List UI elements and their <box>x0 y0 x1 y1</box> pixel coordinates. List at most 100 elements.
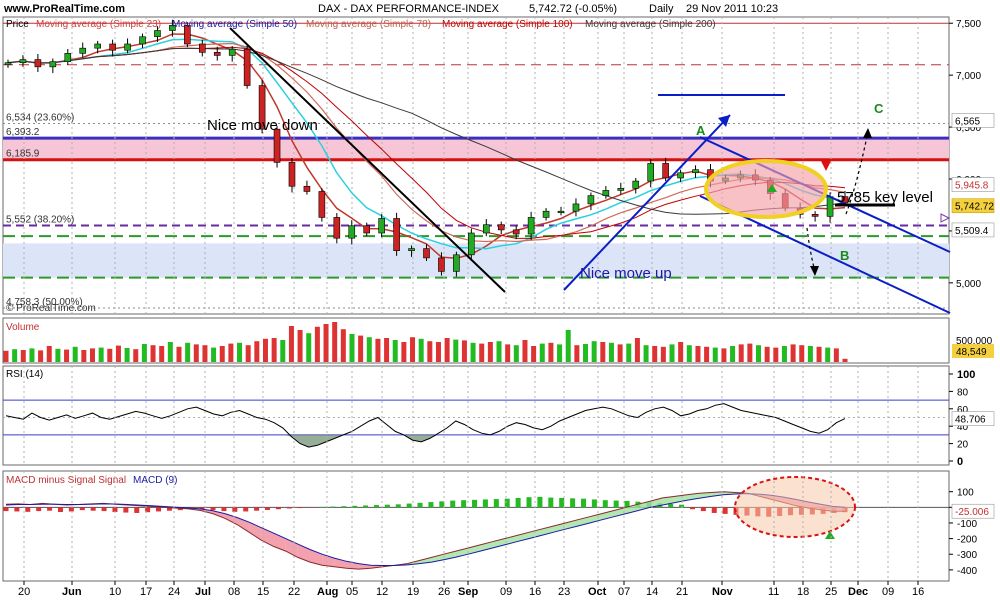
price-axis-label: 7,500 <box>956 19 981 30</box>
macd-hist-bar <box>156 507 162 512</box>
volume-bar <box>444 338 450 362</box>
right-label-box <box>951 113 995 128</box>
x-axis-label: Sep <box>458 586 478 598</box>
highlight-ellipse <box>704 159 828 219</box>
volume-title: Volume <box>6 322 40 333</box>
rsi-panel <box>2 365 950 466</box>
volume-bar <box>652 346 658 362</box>
macd-hist-bar <box>286 507 292 509</box>
retracement-band-upper <box>3 138 949 160</box>
volume-bar <box>202 345 208 362</box>
macd-up-arrow <box>825 531 835 539</box>
annotation-point-c: C <box>874 101 884 116</box>
volume-bar <box>453 339 459 362</box>
macd-hist-bar <box>700 507 706 512</box>
volume-bar <box>167 342 173 362</box>
volume-bar <box>72 346 78 362</box>
macd-hist-bar <box>591 499 597 508</box>
macd-hist-bar <box>166 507 172 511</box>
macd-hist-bar <box>79 507 85 511</box>
legend-ma200: Moving average (Simple 200) <box>585 19 716 30</box>
volume-bar <box>513 345 519 362</box>
x-axis-label: 05 <box>346 586 358 598</box>
x-axis-label: 25 <box>825 586 837 598</box>
level-label-4: 4,758.3 (50.00%) <box>6 297 83 308</box>
rsi-axis-label: 40 <box>957 422 969 433</box>
candle-body <box>438 257 445 272</box>
legend-ma23: Moving average (Simple 23) <box>36 19 161 30</box>
x-axis-label: Jun <box>62 586 82 598</box>
up-arrow-marker <box>767 184 777 192</box>
macd-hist-bar <box>417 502 423 508</box>
right-label-text: 5,742.72 <box>955 202 994 213</box>
right-label-box <box>951 198 995 214</box>
macd-hist-bar <box>526 497 532 508</box>
x-axis-label: 17 <box>140 586 152 598</box>
volume-bar <box>193 344 199 362</box>
macd-hist-bar <box>221 507 227 512</box>
volume-bar <box>38 350 44 362</box>
macd-hist-bar <box>36 507 42 512</box>
volume-bar <box>721 348 727 362</box>
trend-line-down <box>229 27 506 293</box>
down-arrow-marker <box>821 161 831 171</box>
x-axis-label: 16 <box>529 586 541 598</box>
x-axis-label: 10 <box>109 586 121 598</box>
macd-hist-bar <box>232 507 238 512</box>
candle-body <box>94 43 101 49</box>
volume-bar <box>643 345 649 362</box>
macd-hist-bar <box>406 503 412 508</box>
volume-bar <box>565 330 571 362</box>
right-label-text: 6,565 <box>955 116 980 127</box>
candle-body <box>184 25 191 45</box>
ma200-line <box>7 47 846 215</box>
legend-ma50: Moving average (Simple 50) <box>172 19 297 30</box>
volume-bar <box>384 338 390 362</box>
volume-bar <box>522 340 528 362</box>
volume-bar <box>245 345 251 362</box>
macd-signal-line <box>5 493 846 566</box>
candle-body <box>826 196 834 217</box>
quote-value: 5,742.72 (-0.05%) <box>529 3 617 15</box>
volume-bar <box>591 341 597 362</box>
volume-axis-label: 500,000 <box>956 336 993 347</box>
volume-bar <box>738 344 744 362</box>
macd-title-signal: MACD minus Signal Signal <box>6 475 126 486</box>
candle-body <box>393 218 400 251</box>
x-axis-label: 24 <box>168 586 180 598</box>
macd-hist-bar <box>711 507 717 513</box>
volume-bar <box>89 348 95 362</box>
candle-body <box>139 36 146 45</box>
macd-hist-bar <box>112 507 118 513</box>
macd-hist-bar <box>134 507 140 513</box>
macd-hist-bar <box>482 499 488 508</box>
volume-bar <box>816 346 822 362</box>
volume-bar <box>288 326 294 362</box>
macd-hist-bar <box>384 504 390 508</box>
volume-bar <box>435 342 441 362</box>
symbol-title: DAX - DAX PERFORMANCE-INDEX <box>318 3 500 15</box>
x-axis-label: Dec <box>848 586 868 598</box>
macd-hist-bar <box>450 500 456 508</box>
volume-bar <box>461 340 467 362</box>
macd-last-box <box>951 503 995 519</box>
candle-body <box>19 59 27 63</box>
macd-hist-bar <box>90 507 96 511</box>
volume-bar <box>842 358 848 362</box>
volume-bar <box>46 346 52 362</box>
x-axis-label: Jul <box>195 586 211 598</box>
candle-body <box>617 188 625 191</box>
site-label[interactable]: www.ProRealTime.com <box>3 3 125 15</box>
volume-bar <box>254 341 260 362</box>
volume-bar <box>790 344 796 362</box>
macd-hist-bar <box>722 507 728 514</box>
volume-bar <box>124 348 130 362</box>
candle-body <box>34 59 42 68</box>
right-label-box <box>951 177 995 192</box>
volume-bar <box>608 342 614 362</box>
volume-bar <box>833 348 839 362</box>
volume-bar <box>150 345 156 362</box>
macd-hist-bar <box>210 507 216 511</box>
macd-hist-bar <box>297 507 303 509</box>
rsi-line <box>5 403 846 448</box>
